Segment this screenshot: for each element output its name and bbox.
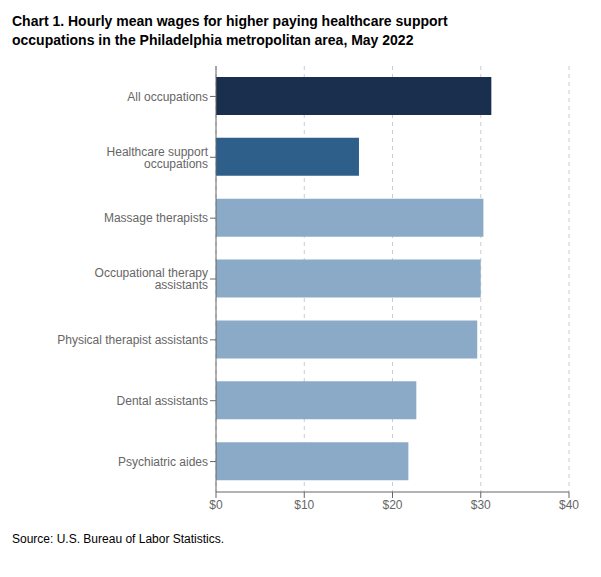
svg-text:Physical therapist assistants: Physical therapist assistants — [57, 333, 208, 347]
svg-text:$0: $0 — [209, 498, 223, 512]
svg-text:$30: $30 — [471, 498, 491, 512]
svg-text:$20: $20 — [382, 498, 402, 512]
html-text:Chart 1. Hourly mean wages for: Chart 1. Hourly mean wages for higher pa… — [12, 13, 448, 29]
html-text:occupations in the Philadelphi: occupations in the Philadelphia metropol… — [12, 32, 414, 48]
svg-text:$10: $10 — [294, 498, 314, 512]
svg-text:$40: $40 — [559, 498, 579, 512]
svg-text:Healthcare supportoccupations: Healthcare supportoccupations — [107, 145, 209, 171]
svg-text:All occupations: All occupations — [127, 90, 208, 104]
svg-text:Massage therapists: Massage therapists — [104, 211, 208, 225]
svg-text:Dental assistants: Dental assistants — [117, 394, 208, 408]
svg-text:Psychiatric aides: Psychiatric aides — [118, 455, 208, 469]
svg-text:Occupational therapyassistants: Occupational therapyassistants — [95, 266, 208, 292]
html-text:Source: U.S. Bureau of Labor S: Source: U.S. Bureau of Labor Statistics. — [12, 532, 225, 546]
